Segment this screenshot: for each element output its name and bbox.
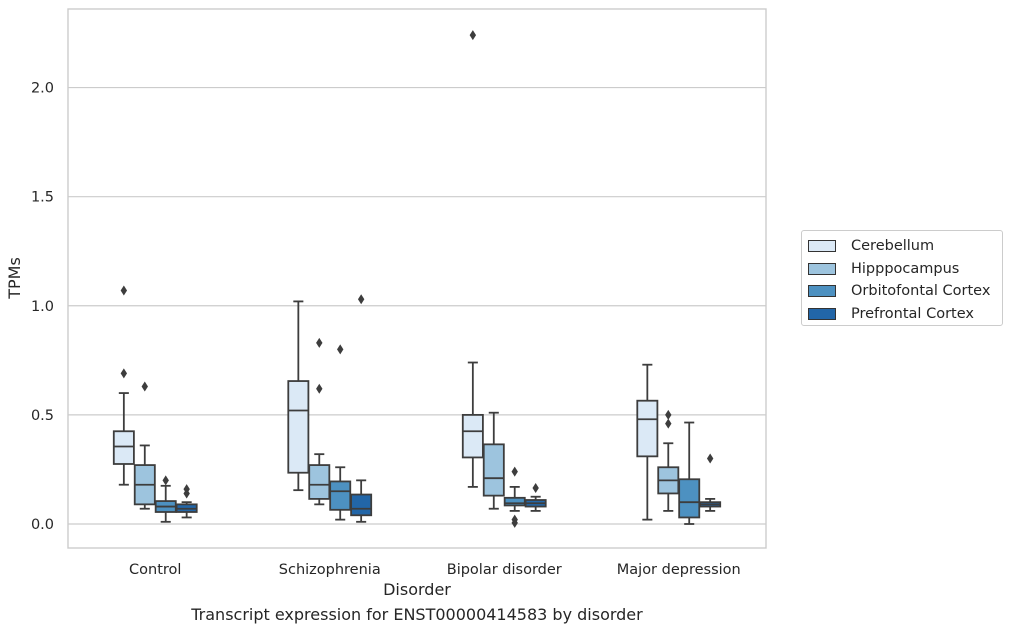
gridlines [68,86,766,525]
box [657,409,680,512]
outlier-point [316,383,323,394]
legend-swatch [808,262,836,275]
box [503,466,526,528]
box-iqr [308,464,331,500]
x-tick-label: Bipolar disorder [447,562,562,578]
outlier-point [162,475,169,486]
x-axis-ticks: Control Schizophrenia Bipolar disorder Majo… [129,562,741,578]
x-tick-label: Major depression [617,562,741,578]
box-iqr [461,413,484,459]
legend-swatch [808,240,836,253]
legend-label: Orbitofontal Cortex [851,283,991,300]
outlier-point [665,409,672,420]
box [175,484,198,519]
outlier-point [357,294,365,305]
box-iqr [287,380,310,474]
box-series [112,30,722,528]
box [482,411,505,510]
legend-label: Hipppocampus [851,260,960,277]
box-iqr [112,430,135,465]
series-cerebellum [112,30,659,521]
box [461,30,484,488]
box [636,363,659,521]
series-orbitofontal-cortex [154,344,701,528]
legend-swatch [808,307,836,320]
chart-caption: Transcript expression for ENST0000041458… [191,605,643,624]
y-tick-label: 1.0 [31,299,54,315]
box [350,294,373,523]
legend-label: Cerebellum [851,238,935,255]
box-iqr [503,496,526,507]
box-iqr [329,480,352,511]
legend-item: Orbitofontal Cortex [808,280,994,303]
legend-label: Prefrontal Cortex [851,305,974,322]
outlier-point [316,337,323,348]
y-tick-label: 1.5 [31,190,54,206]
x-axis-label: Disorder [383,580,451,599]
box [287,300,310,492]
series-hipppocampus [133,337,680,512]
series-prefrontal-cortex [175,294,722,523]
outlier-point [706,453,714,464]
plot-frame [67,8,767,549]
legend-item: Hipppocampus [808,258,994,281]
legend: Cerebellum Hipppocampus Orbitofontal Corte… [801,230,1003,326]
legend-item: Prefrontal Cortex [808,303,994,326]
outlier-point [120,368,128,379]
box [699,453,722,512]
y-tick-label: 0.0 [31,517,54,533]
outlier-point [511,466,518,477]
box [133,381,156,510]
box [154,475,177,523]
box [524,482,547,512]
outlier-point [141,381,148,392]
outlier-point [183,484,190,495]
x-tick-label: Control [129,562,181,578]
outlier-point [665,418,672,429]
box-iqr [636,399,659,458]
box-iqr [678,478,701,519]
outlier-point [337,344,344,355]
box [308,337,331,506]
legend-swatch [808,285,836,298]
outlier-point [532,482,539,493]
y-axis-label: TPMs [5,257,24,300]
outlier-point [511,514,518,525]
box-iqr [350,493,373,517]
y-axis-ticks: 0.0 0.5 1.0 1.5 2.0 [31,81,54,533]
box [329,344,352,521]
outlier-point [120,285,128,296]
legend-item: Cerebellum [808,235,994,258]
box [678,421,701,525]
box-iqr [482,443,505,497]
y-tick-label: 0.5 [31,408,54,424]
box [112,285,135,486]
x-tick-label: Schizophrenia [279,562,381,578]
outlier-point [469,30,477,41]
y-tick-label: 2.0 [31,81,54,97]
